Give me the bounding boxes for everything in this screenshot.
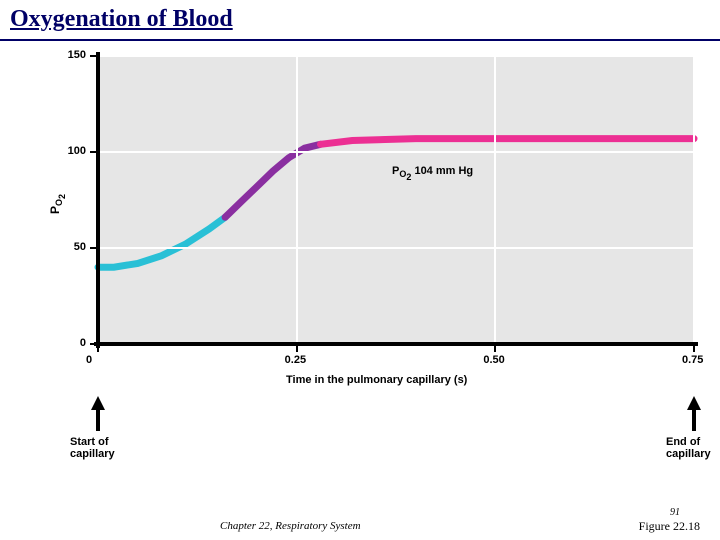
arrow-start-label: Start ofcapillary: [70, 436, 115, 460]
page-title: Oxygenation of Blood: [10, 6, 233, 33]
curve-segment: [321, 139, 695, 145]
curve-segment: [98, 217, 225, 267]
y-axis: [96, 52, 100, 348]
x-tick-label: 0.75: [682, 354, 703, 366]
x-tick-label: 0.25: [285, 354, 306, 366]
grid-v: [693, 56, 695, 344]
y-tick-label: 100: [68, 145, 86, 157]
footer-page: 91: [670, 507, 680, 518]
arrow-end-head: [687, 396, 701, 410]
x-axis: [94, 342, 698, 346]
x-tick-label: 0.50: [483, 354, 504, 366]
grid-h: [98, 55, 694, 57]
y-axis-title: PO2: [48, 194, 67, 214]
grid-v: [494, 56, 496, 344]
x-tick-label: 0: [86, 354, 92, 366]
grid-v: [296, 56, 298, 344]
x-tick: [97, 344, 99, 352]
grid-h: [98, 247, 694, 249]
arrow-end-stem: [692, 409, 696, 431]
arrow-start-stem: [96, 409, 100, 431]
footer-chapter: Chapter 22, Respiratory System: [220, 520, 361, 532]
title-underline: [0, 39, 720, 41]
curve-segment: [225, 144, 320, 217]
x-tick: [494, 344, 496, 352]
y-tick-label: 0: [80, 337, 86, 349]
y-tick-label: 50: [74, 241, 86, 253]
curve-svg: [40, 48, 700, 428]
footer-figure: Figure 22.18: [639, 519, 700, 534]
y-tick: [90, 55, 98, 57]
x-tick: [693, 344, 695, 352]
po2-annotation: PO2 104 mm Hg: [392, 165, 473, 182]
x-axis-title: Time in the pulmonary capillary (s): [286, 374, 467, 386]
oxygenation-chart: 0 50 100 150 0 0.25 0.50 0.75 PO2 Time in the pul…: [40, 48, 700, 428]
x-tick: [296, 344, 298, 352]
y-tick: [90, 151, 98, 153]
y-tick-label: 150: [68, 49, 86, 61]
arrow-start-head: [91, 396, 105, 410]
y-tick: [90, 247, 98, 249]
grid-h: [98, 151, 694, 153]
arrow-end-label: End ofcapillary: [666, 436, 711, 460]
